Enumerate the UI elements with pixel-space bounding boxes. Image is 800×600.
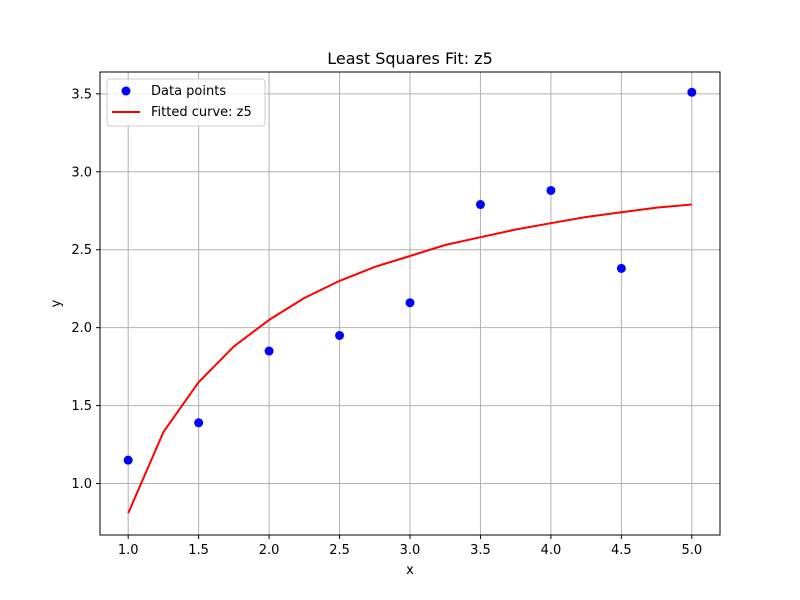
y-tick-label: 3.5 xyxy=(71,87,92,102)
legend: Data points Fitted curve: z5 xyxy=(106,78,266,127)
data-point xyxy=(405,298,415,308)
ticks: 1.0 1.5 2.0 2.5 3.0 3.5 4.0 4.5 5.0 1.0 1.5 2.0 2.5 3… xyxy=(71,87,702,558)
y-tick-label: 1.0 xyxy=(71,477,92,492)
x-axis-label: x xyxy=(406,563,414,578)
data-point xyxy=(335,330,345,340)
data-point xyxy=(475,200,485,210)
legend-box xyxy=(106,78,266,127)
data-point xyxy=(264,346,274,356)
y-tick-label: 1.5 xyxy=(71,399,92,414)
y-tick-label: 3.0 xyxy=(71,165,92,180)
grid xyxy=(100,72,720,535)
x-tick-label: 4.5 xyxy=(611,543,632,558)
x-tick-label: 3.0 xyxy=(400,543,421,558)
x-tick-label: 1.0 xyxy=(118,543,139,558)
y-tick-label: 2.5 xyxy=(71,243,92,258)
data-point xyxy=(687,87,697,97)
series-layer xyxy=(123,87,697,514)
x-tick-label: 1.5 xyxy=(188,543,209,558)
x-tick-label: 3.5 xyxy=(470,543,491,558)
x-tick-label: 2.0 xyxy=(259,543,280,558)
legend-label-fitted-curve: Fitted curve: z5 xyxy=(151,105,252,120)
y-axis-label: y xyxy=(49,299,64,307)
data-point xyxy=(194,418,204,428)
x-tick-label: 2.5 xyxy=(329,543,350,558)
y-tick-label: 2.0 xyxy=(71,321,92,336)
data-point xyxy=(123,455,133,465)
data-point xyxy=(616,263,626,273)
x-tick-label: 5.0 xyxy=(681,543,702,558)
data-point xyxy=(546,185,556,195)
chart-title: Least Squares Fit: z5 xyxy=(327,49,493,68)
x-tick-label: 4.0 xyxy=(541,543,562,558)
legend-label-data-points: Data points xyxy=(151,84,226,99)
legend-marker-data-points xyxy=(121,86,131,96)
fitted-curve-line xyxy=(127,203,692,514)
